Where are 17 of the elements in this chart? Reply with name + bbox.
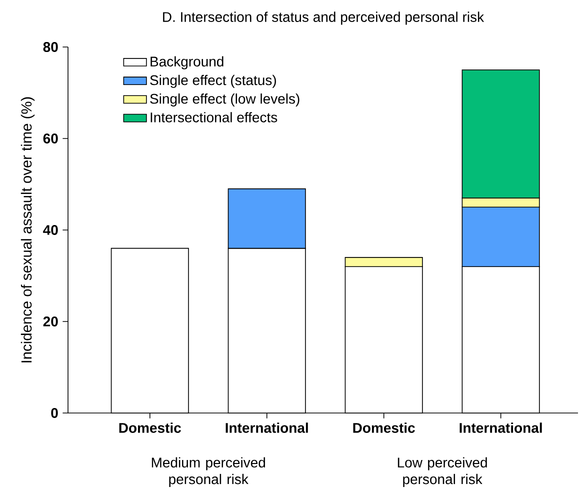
y-tick-label: 20 bbox=[43, 316, 58, 326]
y-tick-label: 40 bbox=[43, 225, 58, 235]
text: Low perceived personal risk bbox=[398, 457, 487, 487]
x-tick-label: Domestic bbox=[119, 422, 181, 433]
legend-label: Background bbox=[150, 56, 224, 70]
y-tick-label: 60 bbox=[43, 134, 58, 144]
y-tick-label: 80 bbox=[43, 42, 58, 52]
text: Medium perceived personal risk bbox=[152, 457, 266, 487]
y-tick-label: 0 bbox=[51, 408, 58, 418]
legend-label: Intersectional effects bbox=[150, 112, 278, 122]
x-tick-label: Domestic bbox=[353, 422, 415, 433]
legend-label: Single effect (status) bbox=[150, 74, 276, 88]
x-tick-label: International bbox=[460, 422, 542, 433]
y-axis-title: Incidence of sexual assault over time (%) bbox=[20, 97, 35, 362]
x-tick-label: International bbox=[226, 422, 308, 433]
legend-label: Single effect (low levels) bbox=[150, 93, 300, 107]
chart-title: D. Intersection of status and perceived personal risk bbox=[163, 12, 484, 25]
